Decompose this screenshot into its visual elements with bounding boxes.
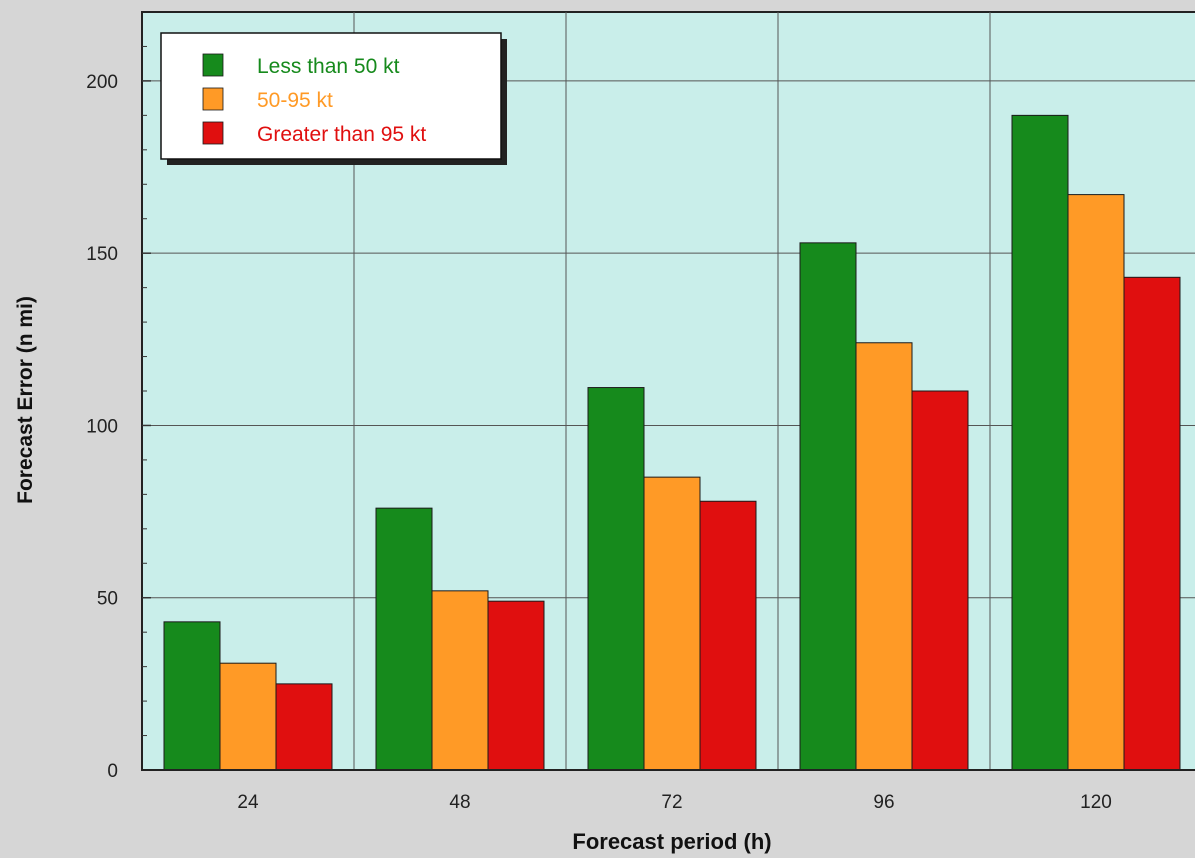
bar <box>1011 114 1069 771</box>
bar <box>911 390 969 771</box>
x-tick-label: 120 <box>1080 792 1112 813</box>
legend-swatch <box>202 87 224 111</box>
y-tick-label: 50 <box>97 589 118 610</box>
bar <box>587 387 645 771</box>
bar <box>219 662 277 771</box>
bar <box>1067 194 1125 771</box>
legend-label: Less than 50 kt <box>257 55 400 78</box>
x-tick-label: 24 <box>237 792 259 813</box>
y-axis-label: Forecast Error (n mi) <box>14 296 37 504</box>
bar <box>431 590 489 771</box>
bar <box>855 342 913 771</box>
bar <box>163 621 221 771</box>
y-tick-label: 0 <box>107 761 118 782</box>
bar <box>375 507 433 771</box>
bar <box>275 683 333 771</box>
y-tick-label: 200 <box>86 72 118 93</box>
bars <box>163 114 1181 771</box>
legend-swatch <box>202 53 224 77</box>
axes: 0 50 100 150 200 24 48 72 96 120 <box>86 45 1195 813</box>
legend: Less than 50 kt 50-95 kt Greater than 95 k… <box>160 32 507 165</box>
bar <box>487 600 545 771</box>
x-tick-label: 96 <box>873 792 894 813</box>
x-axis-label: Forecast period (h) <box>572 829 771 854</box>
legend-label: 50-95 kt <box>257 89 333 112</box>
legend-swatch <box>202 121 224 145</box>
x-tick-label: 72 <box>661 792 682 813</box>
bar <box>1123 276 1181 771</box>
x-tick-label: 48 <box>449 792 470 813</box>
y-tick-label: 150 <box>86 244 118 265</box>
bar <box>699 500 757 771</box>
bar <box>643 476 701 771</box>
legend-label: Greater than 95 kt <box>257 123 426 146</box>
y-tick-label: 100 <box>86 416 118 437</box>
bar <box>799 242 857 771</box>
